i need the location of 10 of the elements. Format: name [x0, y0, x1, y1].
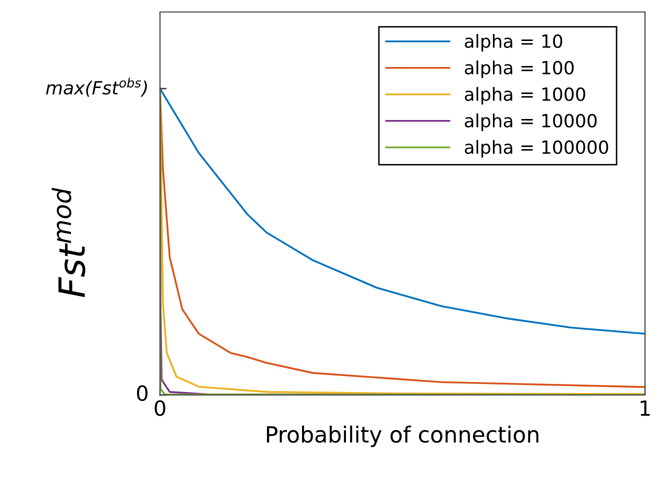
- x-tick-label: 1: [640, 400, 650, 416]
- annotation: max(Fst$^{obs}$): [46, 78, 147, 97]
- legend-label: alpha = 1000: [464, 87, 586, 104]
- legend-label: alpha = 100000: [464, 140, 608, 158]
- legend-label: alpha = 100: [464, 60, 574, 78]
- x-axis-title: Probability of connection: [266, 426, 538, 448]
- annotation: 0: [137, 385, 148, 402]
- y-axis-title: Fst$^{mod}$: [52, 188, 86, 298]
- legend-label: alpha = 10: [464, 34, 562, 52]
- legend-label: alpha = 10000: [464, 114, 597, 131]
